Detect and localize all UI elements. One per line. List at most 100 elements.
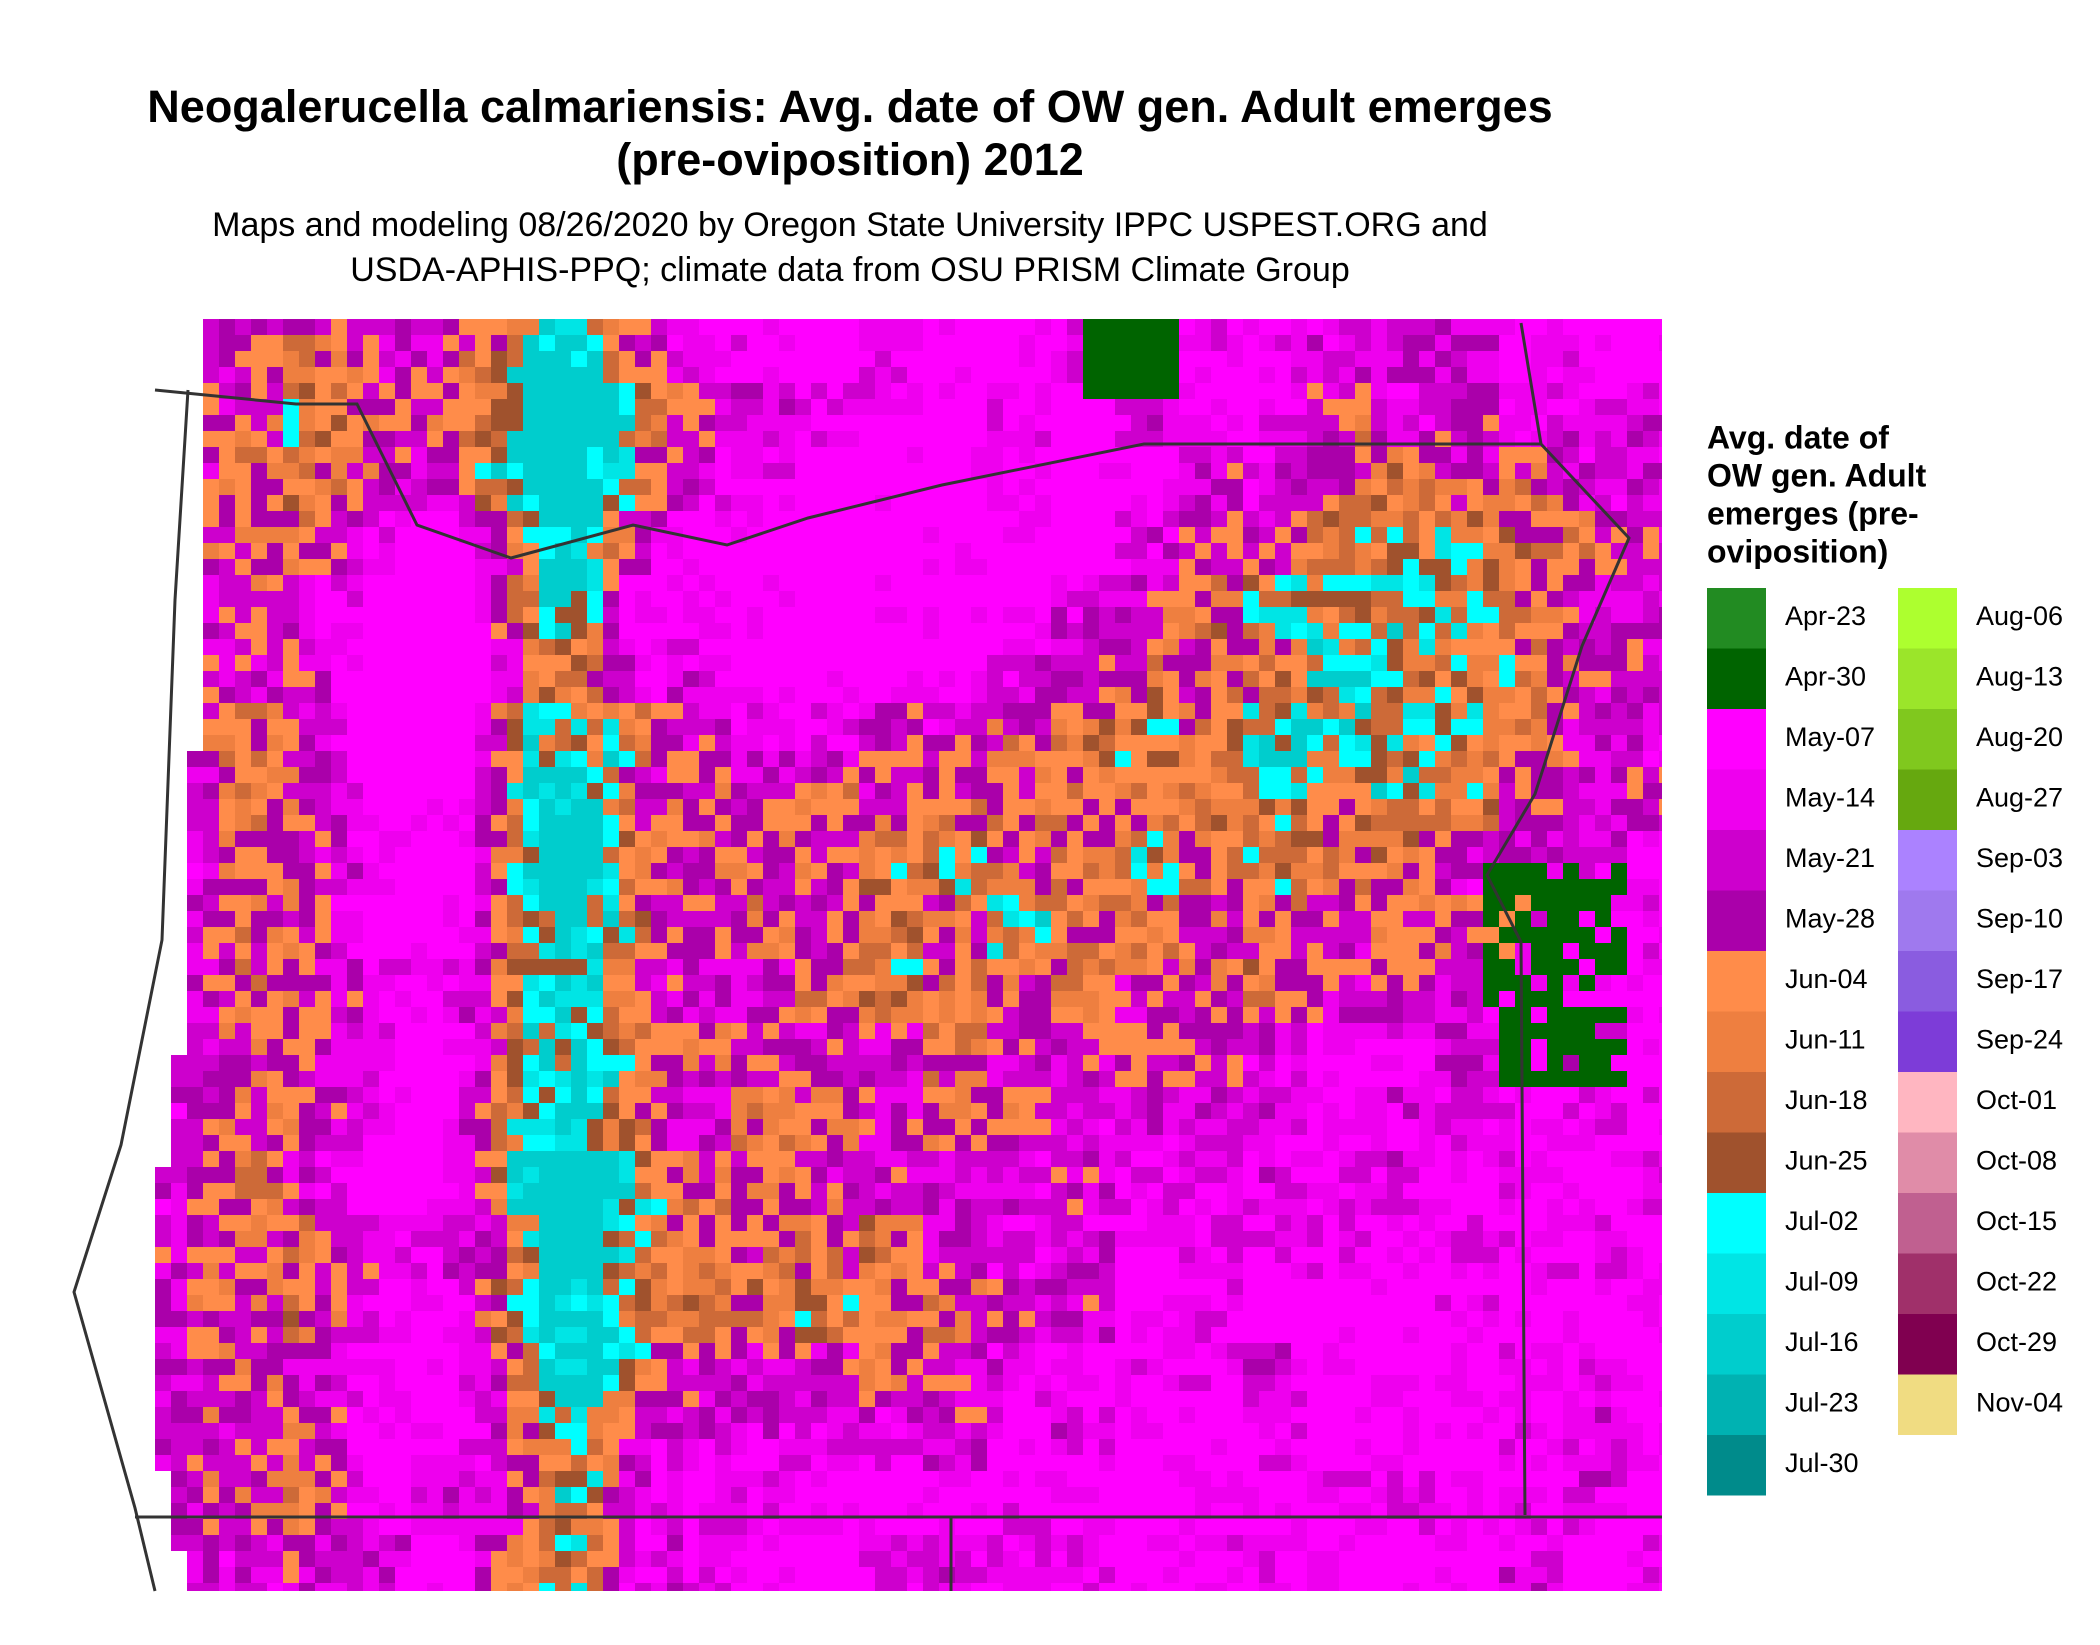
map-cell [1435,591,1451,607]
map-cell [1275,559,1291,575]
map-cell [1307,687,1323,703]
map-cell [1227,687,1243,703]
map-cell [811,911,827,927]
map-cell [235,831,251,847]
map-cell [1403,703,1419,719]
map-cell [411,895,427,911]
map-cell [1195,895,1211,911]
map-cell [859,799,875,815]
map-cell [1403,687,1419,703]
map-cell [1419,687,1435,703]
map-cell [1419,495,1435,511]
map-cell [1259,591,1275,607]
map-cell [1227,911,1243,927]
map-cell [203,1167,219,1183]
map-cell [219,767,235,783]
map-cell [1099,1071,1115,1087]
map-cell [395,1071,411,1087]
map-cell [651,575,667,591]
map-cell [667,799,683,815]
map-cell [571,383,587,399]
map-cell [1147,719,1163,735]
map-cell [1227,895,1243,911]
map-cell [571,447,587,463]
map-cell [699,767,715,783]
map-cell [1003,335,1019,351]
map-cell [1147,767,1163,783]
map-cell [1371,735,1387,751]
map-cell [1067,655,1083,671]
map-cell [715,751,731,767]
map-cell [507,687,523,703]
map-cell [1387,703,1403,719]
map-cell [683,1071,699,1087]
map-cell [1019,703,1035,719]
map-cell [923,559,939,575]
map-cell [315,943,331,959]
map-cell [667,639,683,655]
map-cell [555,1087,571,1103]
map-cell [491,335,507,351]
map-cell [491,527,507,543]
map-cell [1035,799,1051,815]
map-cell [539,607,555,623]
map-cell [1211,1039,1227,1055]
map-cell [1179,591,1195,607]
map-cell [651,879,667,895]
map-cell [1035,1087,1051,1103]
map-cell [859,415,875,431]
map-cell [1659,463,1662,479]
map-cell [811,863,827,879]
map-cell [267,975,283,991]
map-cell [1099,847,1115,863]
map-cell [1163,671,1179,687]
map-cell [379,1167,395,1183]
map-cell [715,783,731,799]
map-cell [1563,575,1579,591]
map-cell [1115,767,1131,783]
map-cell [699,367,715,383]
map-cell [1371,623,1387,639]
map-cell [1387,895,1403,911]
map-cell [507,959,523,975]
map-cell [1259,1007,1275,1023]
map-cell [907,815,923,831]
map-cell [811,735,827,751]
map-cell [283,943,299,959]
map-cell [1035,383,1051,399]
map-cell [395,591,411,607]
map-cell [491,991,507,1007]
map-cell [315,415,331,431]
map-cell [971,959,987,975]
map-cell [747,1167,763,1183]
map-cell [987,671,1003,687]
map-cell [1227,959,1243,975]
map-cell [283,1087,299,1103]
map-cell [555,735,571,751]
map-cell [395,911,411,927]
map-cell [1195,735,1211,751]
map-cell [1483,1007,1499,1023]
map-cell [635,415,651,431]
map-cell [523,863,539,879]
map-cell [1323,639,1339,655]
map-cell [1355,447,1371,463]
map-cell [955,1071,971,1087]
map-cell [1451,319,1467,335]
map-cell [331,559,347,575]
map-cell [427,431,443,447]
map-cell [1211,415,1227,431]
map-cell [443,1055,459,1071]
map-cell [427,335,443,351]
map-cell [1563,543,1579,559]
map-cell [731,1119,747,1135]
map-cell [1035,1039,1051,1055]
map-cell [587,399,603,415]
map-cell [635,1087,651,1103]
map-cell [1403,495,1419,511]
map-cell [651,639,667,655]
map-cell [1659,671,1662,687]
map-cell [875,575,891,591]
map-cell [1243,607,1259,623]
map-cell [235,1167,251,1183]
